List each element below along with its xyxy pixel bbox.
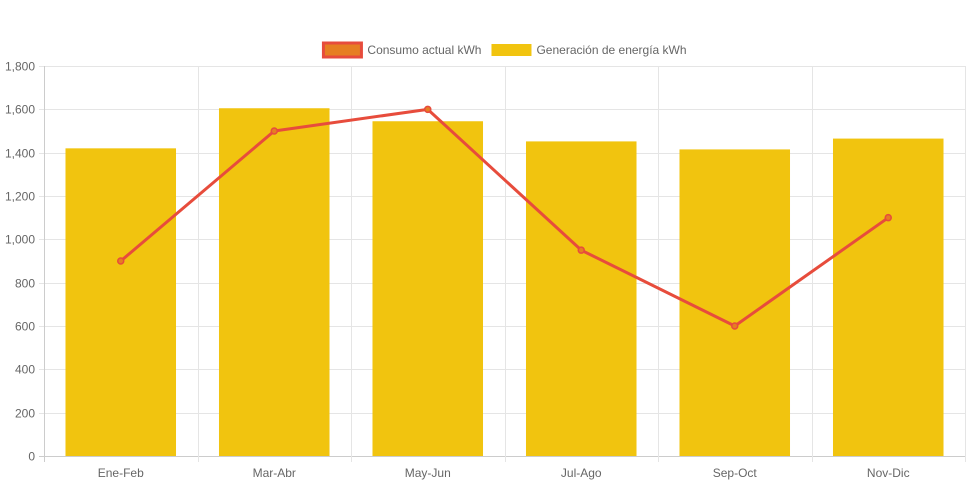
y-tick-label: 1,000 [5,233,35,247]
data-point[interactable] [117,257,125,265]
data-point[interactable] [731,322,739,330]
x-tick-label: May-Jun [405,466,451,480]
y-tick-label: 1,600 [5,103,35,117]
grid-lines [39,66,966,462]
x-tick-label: Mar-Abr [253,466,296,480]
x-tick-label: Sep-Oct [713,466,758,480]
legend-label: Consumo actual kWh [367,43,481,57]
y-tick-label: 400 [15,363,35,377]
bar[interactable] [372,121,484,456]
legend-swatch-generation [491,44,532,56]
bar-series [65,108,944,457]
bar[interactable] [832,138,944,457]
bar[interactable] [218,108,330,456]
y-tick-label: 200 [15,407,35,421]
legend[interactable]: Consumo actual kWh Generación de energía … [321,41,687,59]
x-tick-label: Ene-Feb [98,466,144,480]
y-tick-label: 0 [28,450,35,464]
y-tick-label: 600 [15,320,35,334]
data-point[interactable] [884,213,892,222]
y-tick-label: 1,800 [5,60,35,74]
legend-item[interactable]: Consumo actual kWh [321,41,481,59]
axes: 0 200 400 600 800 1,000 1,200 1,400 1,600 1,800 En… [5,60,910,481]
x-tick-label: Nov-Dic [867,466,910,480]
data-point[interactable] [270,127,278,135]
bar[interactable] [525,141,637,456]
legend-item[interactable]: Generación de energía kWh [491,43,687,57]
y-tick-label: 1,200 [5,190,35,204]
bar[interactable] [679,149,791,456]
data-point[interactable] [424,105,432,114]
consumption-line [119,107,890,328]
x-tick-label: Jul-Ago [561,466,602,480]
bar[interactable] [65,148,177,457]
data-point[interactable] [577,246,585,254]
legend-swatch-consumption [321,41,363,59]
line-series [117,105,892,330]
y-tick-label: 1,400 [5,147,35,161]
y-tick-label: 800 [15,277,35,291]
legend-label: Generación de energía kWh [536,43,686,57]
